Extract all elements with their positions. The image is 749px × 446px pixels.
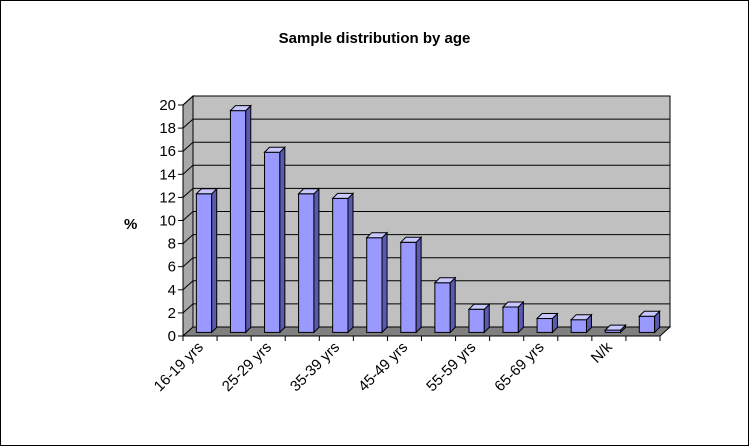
y-tick-label: 16 <box>159 143 176 160</box>
x-tick-label: 65-69 yrs <box>491 339 547 395</box>
bar <box>604 323 627 334</box>
y-tick-label: 2 <box>168 305 176 322</box>
bar <box>399 236 423 334</box>
gridline <box>182 95 670 106</box>
bar-side <box>347 192 354 334</box>
x-tick-label: 45-49 yrs <box>355 339 411 395</box>
bar-top <box>604 324 627 331</box>
bar-front <box>229 110 247 333</box>
y-tick-label: 20 <box>159 97 176 114</box>
bar-side <box>279 146 286 334</box>
bar-top <box>467 303 491 310</box>
gridline <box>182 187 670 198</box>
plot-floor <box>181 326 672 337</box>
bar-side <box>211 187 218 334</box>
bar-top <box>229 105 252 112</box>
gridlines <box>182 95 670 314</box>
bar-side <box>245 104 252 334</box>
bar <box>638 310 661 334</box>
x-tick-label: 25-29 yrs <box>219 339 275 395</box>
bar-front <box>502 306 519 333</box>
bar-top <box>569 314 593 321</box>
bar-top <box>263 146 287 153</box>
chart-title: Sample distribution by age <box>278 30 471 47</box>
bar-top <box>638 310 661 317</box>
bar <box>569 313 593 334</box>
bar <box>263 146 287 334</box>
bar-front <box>400 241 417 333</box>
bar-top <box>433 277 457 284</box>
gridline <box>182 280 670 291</box>
x-tick-label: 55-59 yrs <box>423 339 479 395</box>
y-tick-label: 18 <box>159 120 176 137</box>
bar <box>467 303 491 334</box>
bar-front <box>195 193 213 333</box>
bar <box>331 192 355 334</box>
y-tick-label: 6 <box>168 259 176 276</box>
x-ticks: 16-19 yrs 25-29 yrs 35-39 yrs 45-49 yrs 55-5… <box>151 336 661 395</box>
bar <box>365 231 389 334</box>
x-tick-label: 16-19 yrs <box>151 339 207 395</box>
bar-top <box>297 188 321 195</box>
gridline <box>182 141 670 152</box>
y-tick-label: 8 <box>168 236 176 253</box>
plot-area <box>182 94 671 338</box>
bar-front <box>332 197 349 333</box>
bar-top <box>195 188 218 195</box>
bar-side <box>449 276 456 334</box>
bar-top <box>535 313 559 320</box>
bar <box>535 312 559 334</box>
bar-front <box>570 319 587 333</box>
bar-side <box>381 231 388 334</box>
y-tick-label: 14 <box>159 166 176 183</box>
y-ticks: 0 2 4 6 8 10 12 14 16 18 20 <box>159 97 183 345</box>
x-tick-label: 35-39 yrs <box>287 339 343 395</box>
bar-front <box>638 315 656 333</box>
bar-top <box>365 232 389 239</box>
bar-front <box>434 282 451 333</box>
bar-front <box>264 151 281 333</box>
gridline <box>182 164 670 175</box>
y-axis-label: % <box>124 216 138 233</box>
gridline <box>182 234 670 244</box>
bar-top <box>399 236 423 243</box>
bar-front <box>536 318 553 333</box>
bars <box>195 104 661 334</box>
y-tick-label: 0 <box>168 328 176 345</box>
bar <box>297 187 321 334</box>
bar-front <box>298 193 315 333</box>
y-tick-label: 12 <box>159 189 176 206</box>
bar-side <box>313 187 320 334</box>
y-tick-label: 10 <box>159 213 176 230</box>
gridline <box>182 257 670 268</box>
bar <box>195 187 218 334</box>
bar-side <box>415 236 422 334</box>
y-tick-label: 4 <box>168 282 176 299</box>
bar <box>433 276 457 334</box>
bar-top <box>501 301 525 308</box>
gridline <box>182 118 670 129</box>
bar <box>501 300 525 334</box>
bar <box>229 104 252 334</box>
bar-top <box>331 192 355 199</box>
bar-front <box>468 308 485 333</box>
floor <box>181 326 672 337</box>
bar-front <box>366 237 383 333</box>
gridline <box>182 211 670 221</box>
x-tick-label: N/k <box>588 338 616 366</box>
